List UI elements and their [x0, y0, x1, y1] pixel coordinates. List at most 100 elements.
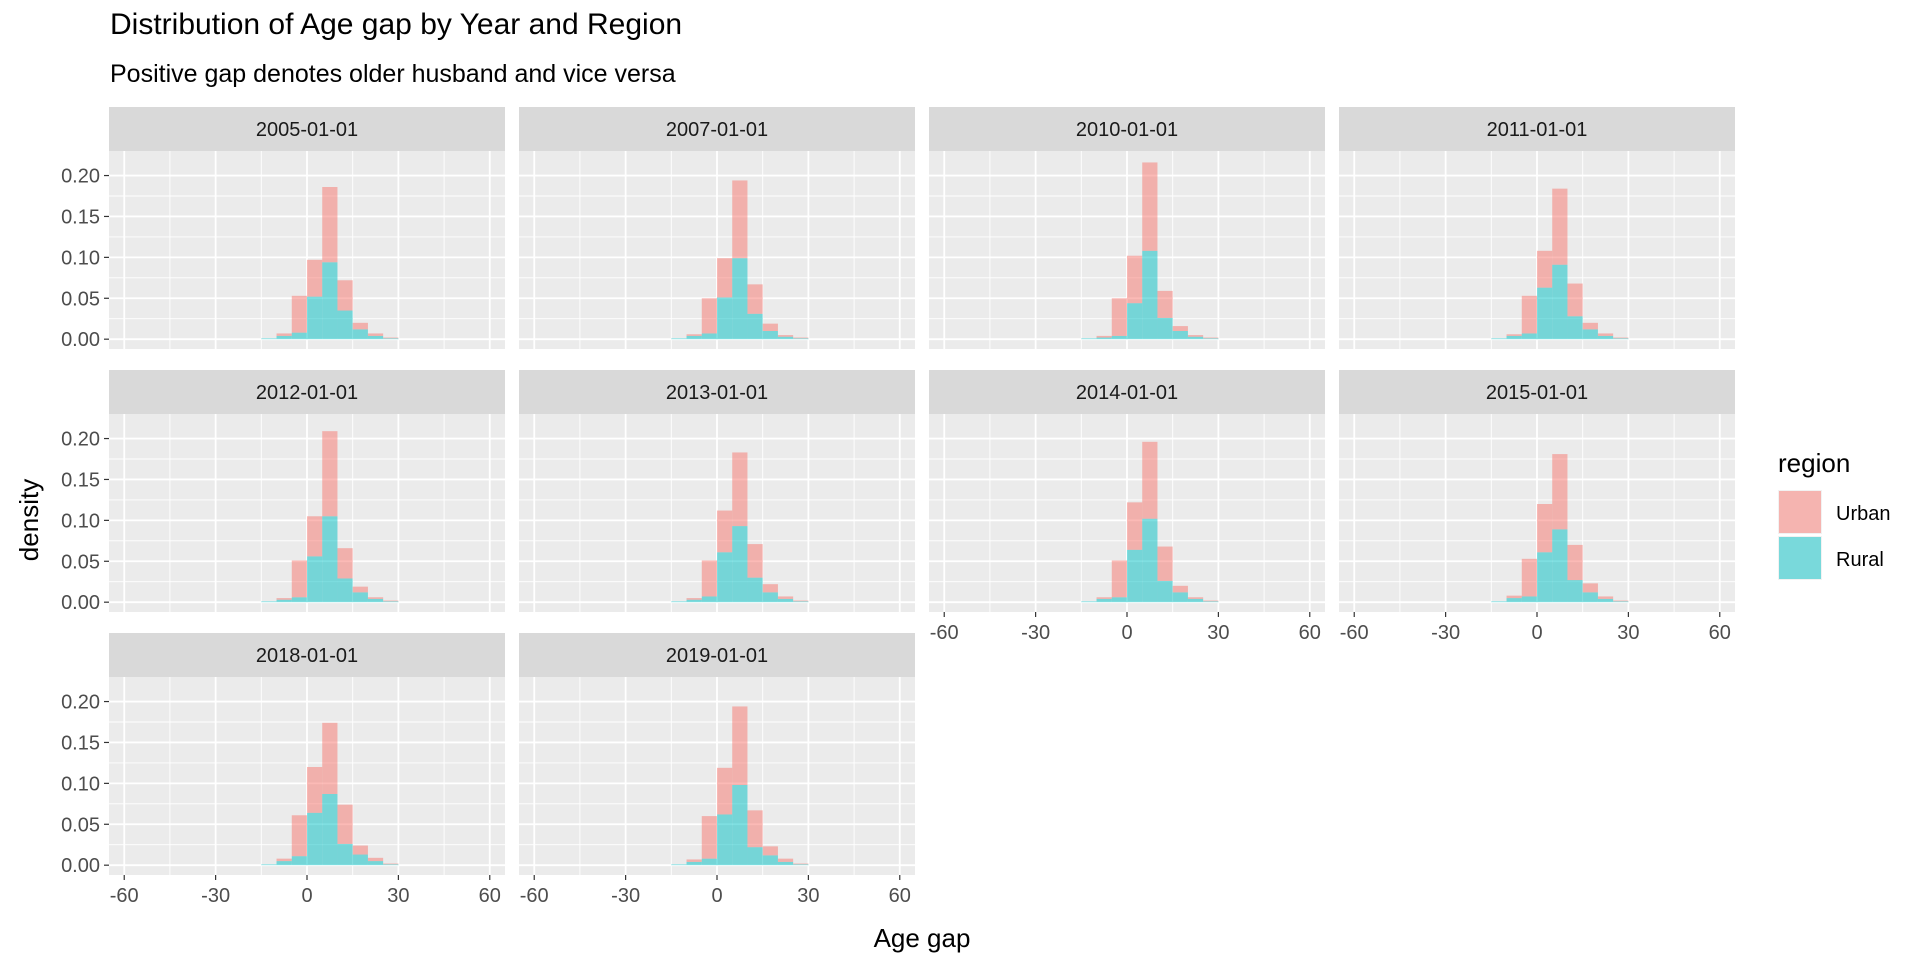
- histogram-bar-rural: [276, 599, 292, 603]
- x-tick-label: -60: [930, 622, 959, 644]
- histogram-bar-urban: [307, 767, 323, 813]
- histogram-bar-urban: [762, 846, 778, 856]
- histogram-bar-urban: [1127, 502, 1143, 550]
- x-tick-label: 30: [1617, 622, 1639, 644]
- histogram-bar-urban: [717, 258, 733, 298]
- histogram-bar-rural: [307, 556, 323, 603]
- facet-label-2005-01-01: 2005-01-01: [256, 119, 358, 141]
- x-tick-label: 0: [1121, 622, 1132, 644]
- histogram-bar-rural: [1172, 331, 1188, 340]
- histogram-bar-urban: [1506, 334, 1522, 336]
- histogram-bar-urban: [701, 560, 717, 597]
- histogram-bar-urban: [352, 845, 368, 855]
- histogram-bar-urban: [1521, 558, 1537, 597]
- histogram-bar-urban: [777, 858, 794, 862]
- histogram-bar-rural: [1111, 597, 1127, 603]
- histogram-bar-urban: [1521, 295, 1537, 334]
- histogram-bar-urban: [1142, 162, 1158, 251]
- histogram-bar-urban: [747, 810, 763, 848]
- histogram-bar-urban: [276, 333, 292, 336]
- y-axis-title: density: [14, 479, 44, 561]
- histogram-bar-urban: [367, 333, 384, 336]
- y-tick-label: 0.15: [61, 469, 100, 491]
- facet-strip-2018-01-01: [109, 633, 505, 677]
- histogram-bar-rural: [762, 592, 778, 603]
- histogram-bar-rural: [793, 338, 809, 340]
- x-tick-label: -60: [520, 885, 549, 907]
- x-tick-label: -30: [201, 885, 230, 907]
- histogram-bar-rural: [1096, 337, 1112, 340]
- histogram-bar-rural: [1582, 592, 1598, 603]
- x-tick-label: 0: [1531, 622, 1542, 644]
- y-tick-label: 0.05: [61, 288, 100, 310]
- y-tick-label: 0.00: [61, 329, 100, 351]
- histogram-bar-urban: [686, 598, 702, 600]
- histogram-bar-urban: [383, 863, 399, 865]
- histogram-bar-rural: [383, 864, 399, 866]
- histogram-bar-rural: [1537, 287, 1553, 340]
- histogram-bar-rural: [1127, 549, 1143, 603]
- histogram-bar-rural: [671, 601, 687, 603]
- histogram-bar-rural: [1081, 338, 1097, 340]
- y-tick-label: 0.10: [61, 510, 100, 532]
- y-tick-label: 0.15: [61, 206, 100, 228]
- histogram-bar-urban: [367, 857, 384, 862]
- histogram-bar-rural: [322, 794, 338, 866]
- facet-label-2010-01-01: 2010-01-01: [1076, 119, 1178, 141]
- histogram-bar-urban: [1597, 333, 1614, 336]
- histogram-bar-rural: [1613, 338, 1629, 340]
- legend-label-urban: Urban: [1836, 503, 1890, 525]
- histogram-bar-urban: [1096, 335, 1112, 338]
- histogram-bar-urban: [1157, 546, 1173, 581]
- histogram-bar-rural: [322, 516, 338, 603]
- histogram-bar-rural: [671, 864, 687, 866]
- histogram-bar-urban: [337, 804, 353, 844]
- histogram-bar-urban: [367, 597, 384, 599]
- facet-strip-2011-01-01: [1339, 107, 1735, 151]
- histogram-bar-rural: [291, 597, 307, 603]
- x-tick-label: -30: [1021, 622, 1050, 644]
- histogram-bar-urban: [1157, 290, 1173, 318]
- x-tick-label: 30: [387, 885, 409, 907]
- legend-label-rural: Rural: [1836, 549, 1884, 571]
- histogram-bar-urban: [322, 722, 338, 794]
- y-tick-label: 0.05: [61, 551, 100, 573]
- x-tick-label: -30: [1431, 622, 1460, 644]
- y-tick-label: 0.20: [61, 692, 100, 714]
- legend-swatch-rural: [1779, 537, 1821, 579]
- histogram-bar-rural: [762, 855, 778, 866]
- histogram-bar-rural: [261, 864, 277, 866]
- histogram-bar-urban: [1172, 585, 1188, 593]
- histogram-bar-rural: [307, 812, 323, 866]
- facet-strip-2014-01-01: [929, 370, 1325, 414]
- chart-subtitle: Positive gap denotes older husband and v…: [110, 60, 676, 88]
- histogram-bar-urban: [747, 284, 763, 314]
- y-tick-label: 0.20: [61, 166, 100, 188]
- histogram-bar-rural: [383, 338, 399, 340]
- histogram-bar-urban: [701, 298, 717, 334]
- facet-label-2011-01-01: 2011-01-01: [1487, 119, 1588, 141]
- histogram-bar-rural: [777, 598, 794, 603]
- histogram-bar-urban: [337, 280, 353, 311]
- histogram-bar-urban: [1203, 600, 1219, 602]
- histogram-bar-rural: [383, 601, 399, 603]
- histogram-bar-rural: [793, 601, 809, 603]
- facet-strip-2015-01-01: [1339, 370, 1735, 414]
- histogram-bar-rural: [732, 526, 748, 603]
- histogram-bar-rural: [717, 814, 733, 866]
- x-tick-label: 30: [1207, 622, 1229, 644]
- histogram-bar-rural: [1142, 518, 1158, 603]
- histogram-bar-urban: [276, 858, 292, 862]
- histogram-bar-rural: [1111, 335, 1127, 340]
- histogram-bar-urban: [701, 816, 717, 859]
- histogram-bar-rural: [1142, 250, 1158, 340]
- histogram-bar-urban: [1567, 544, 1583, 581]
- histogram-bar-urban: [337, 548, 353, 579]
- histogram-bar-rural: [1187, 598, 1204, 603]
- histogram-bar-rural: [1491, 601, 1507, 603]
- histogram-bar-urban: [686, 334, 702, 336]
- histogram-bar-rural: [701, 333, 717, 340]
- chart-title: Distribution of Age gap by Year and Regi…: [110, 8, 683, 41]
- histogram-bar-rural: [337, 843, 353, 866]
- histogram-bar-rural: [261, 338, 277, 340]
